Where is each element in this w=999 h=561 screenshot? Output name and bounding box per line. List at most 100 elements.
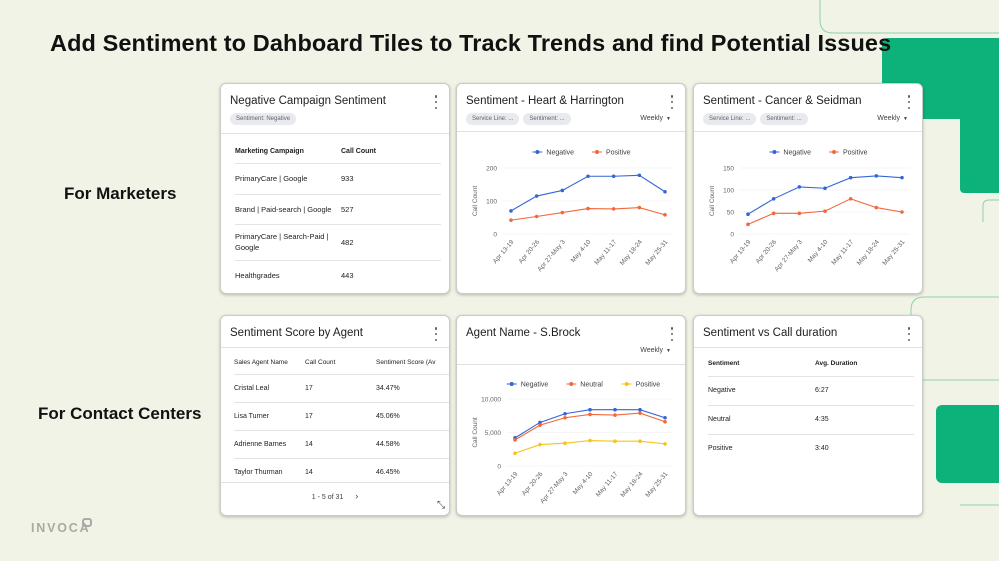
table-row[interactable]: Cristal Leal 17 34.47% [234,374,449,402]
period-dropdown[interactable]: Weekly ▼ [640,115,671,122]
more-options-icon[interactable] [669,327,675,341]
more-options-icon[interactable] [433,95,439,109]
y-tick-label: 200 [486,166,497,173]
data-point [746,222,750,227]
caret-down-icon: ▼ [666,348,671,354]
column-header: Sales Agent Name [234,359,288,367]
table-row[interactable]: Lisa Turner 17 45.06% [234,402,449,430]
x-tick-label: Apr 27-May 3 [773,239,804,274]
filter-chip-service-line[interactable]: Service Line: ... [466,113,520,125]
data-point [513,451,517,456]
table-row[interactable]: Healthgrades 443 [235,260,441,290]
pagination: 1 - 5 of 31 › [221,491,449,501]
data-point [509,209,513,213]
more-options-icon[interactable] [669,95,675,109]
tile-title: Negative Campaign Sentiment [230,95,386,107]
campaign-cell: PrimaryCare | Search-Paid | Google [235,231,329,252]
duration-cell: 6:27 [815,387,829,394]
data-point [874,174,879,178]
data-point [771,211,776,216]
data-point [613,413,617,417]
series-line [510,174,666,212]
tile-sentiment-heart-harrington[interactable]: Sentiment - Heart & Harrington Service L… [456,83,686,294]
data-point [638,407,642,412]
filter-chip-sentiment[interactable]: Sentiment: ... [760,113,808,125]
sentiment-cell: Negative [708,387,736,394]
sentiment-cell: Neutral [708,416,731,423]
y-tick-label: 100 [486,199,497,206]
invoca-logo-mark [82,518,92,527]
x-tick-label: May 4-10 [570,239,593,265]
y-tick-label: 50 [727,210,735,217]
duration-table: Sentiment Avg. Duration Negative 6:27 Ne… [708,352,914,463]
x-tick-label: May 11-17 [595,470,620,498]
table-row[interactable]: Adrienne Barnes 14 44.58% [234,430,449,458]
filter-chip-service-line[interactable]: Service Line: ... [703,113,757,125]
x-tick-label: May 25-31 [644,470,669,498]
score-cell: 34.47% [376,384,400,392]
table-row[interactable]: Positive 3:40 [708,434,914,463]
data-point [611,207,616,211]
data-point [797,185,802,189]
table-row[interactable]: Neutral 4:35 [708,405,914,434]
tile-title: Sentiment Score by Agent [230,327,363,339]
x-tick-label: May 11-17 [593,238,618,266]
table-row[interactable]: Brand | Paid-search | Google 527 [235,194,441,224]
period-dropdown[interactable]: Weekly ▼ [640,347,671,354]
contact-centers-label: For Contact Centers [38,404,202,423]
y-tick-label: 5,000 [485,430,502,437]
data-point [538,420,542,425]
data-point [588,407,592,412]
period-dropdown[interactable]: Weekly ▼ [877,115,908,122]
legend-label: Positive [843,150,868,157]
column-header: Call Count [341,148,376,156]
score-cell: 44.58% [376,440,400,448]
data-point [613,407,617,412]
pagination-label: 1 - 5 of 31 [311,494,344,501]
x-tick-label: May 25-31 [644,238,669,266]
column-header: Sentiment Score (Av [376,359,436,367]
x-tick-label: May 4-10 [807,239,830,265]
tile-sentiment-cancer-seidman[interactable]: Sentiment - Cancer & Seidman Service Lin… [693,83,923,294]
y-tick-label: 100 [723,188,734,195]
divider [694,131,922,132]
data-point [663,213,667,217]
column-header: Avg. Duration [815,360,858,368]
series-line [514,412,666,441]
tile-title: Agent Name - S.Brock [466,327,581,339]
divider [221,347,449,348]
x-tick-label: Apr 13-19 [729,238,753,265]
table-row[interactable]: PrimaryCare | Search-Paid | Google 482 [235,224,441,260]
slide-title: Add Sentiment to Dahboard Tiles to Track… [50,30,892,56]
count-cell: 933 [341,174,354,183]
data-point [848,197,853,201]
tile-sentiment-score-by-agent[interactable]: Sentiment Score by Agent Sales Agent Nam… [220,315,450,516]
data-point [538,423,542,427]
resize-icon[interactable]: ⤡ [437,500,445,511]
data-point [637,205,642,210]
more-options-icon[interactable] [433,327,439,341]
table-row[interactable]: Negative 6:27 [708,376,914,405]
marketers-label: For Marketers [64,184,177,203]
x-tick-label: May 25-31 [881,238,906,266]
agent-name-cell: Adrienne Barnes [234,440,287,448]
count-cell: 14 [305,468,313,476]
table-row[interactable]: PrimaryCare | Google 933 [235,163,441,194]
tile-agent-sbrock[interactable]: Agent Name - S.Brock Weekly ▼ 10,000 5,000… [456,315,686,516]
filter-chip-sentiment[interactable]: Sentiment: ... [523,113,571,125]
divider [457,364,685,365]
data-point [560,210,565,215]
sentiment-cell: Positive [708,445,733,453]
y-axis-label: Call Count [472,417,479,448]
table-row[interactable]: Taylor Thurman 14 46.45% [234,458,449,486]
legend-label: Neutral [580,382,603,389]
data-point [613,439,617,444]
next-page-button[interactable]: › [355,491,359,501]
caret-down-icon: ▼ [666,116,671,122]
x-tick-label: Apr 27-May 3 [536,239,567,274]
more-options-icon[interactable] [906,327,912,341]
tile-negative-campaign-sentiment[interactable]: Negative Campaign Sentiment Sentiment: N… [220,83,450,294]
tile-sentiment-vs-call-duration[interactable]: Sentiment vs Call duration Sentiment Avg… [693,315,923,516]
more-options-icon[interactable] [906,95,912,109]
filter-chip-sentiment[interactable]: Sentiment: Negative [230,113,297,125]
